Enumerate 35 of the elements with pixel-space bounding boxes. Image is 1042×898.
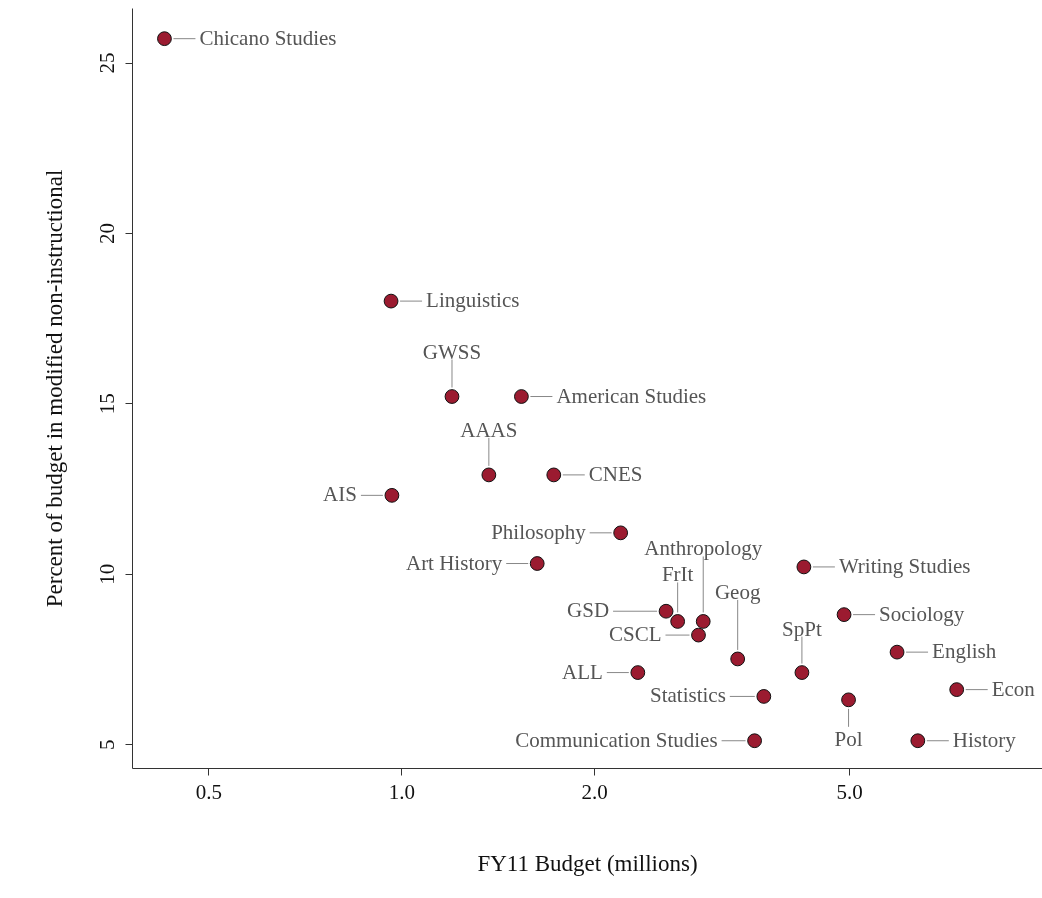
annotation: Geog [714,579,761,604]
x-tick-label: 2.0 [581,779,608,804]
annotation: English [932,639,997,664]
annotation: CSCL [608,622,662,647]
annotation: Writing Studies [838,553,971,578]
annotation: Linguistics [426,288,520,313]
annotation: GSD [567,598,610,623]
annotation: Chicano Studies [199,25,337,50]
y-tick-label: 10 [94,563,119,585]
annotation: Philosophy [491,519,587,544]
y-tick-label: 25 [94,52,119,74]
annotation: FrIt [661,562,694,587]
y-axis-title: Percent of budget in modified non-instructional [41,169,67,608]
annotation: Communication Studies [515,727,718,752]
x-tick-label: 0.5 [195,779,222,804]
annotation: Pol [834,726,863,751]
annotation: AIS [323,482,357,507]
annotation: Econ [991,676,1036,701]
annotation: ALL [562,659,603,684]
annotation: SpPt [782,616,822,641]
annotation: AAAS [460,417,518,442]
annotation: Statistics [649,683,726,708]
y-tick-label: 5 [94,739,119,750]
annotation: CNES [588,461,643,486]
annotation: History [952,727,1017,752]
x-tick-label: 5.0 [836,779,863,804]
annotation: American Studies [556,383,707,408]
annotation: Sociology [879,601,965,626]
x-axis-title: FY11 Budget (millions) [477,850,698,876]
annotation: GWSS [422,339,482,364]
x-tick-label: 1.0 [388,779,415,804]
annotation: Anthropology [644,536,763,561]
y-tick-label: 15 [94,393,119,415]
y-tick-label: 20 [94,222,119,244]
annotation: Art History [405,550,503,575]
